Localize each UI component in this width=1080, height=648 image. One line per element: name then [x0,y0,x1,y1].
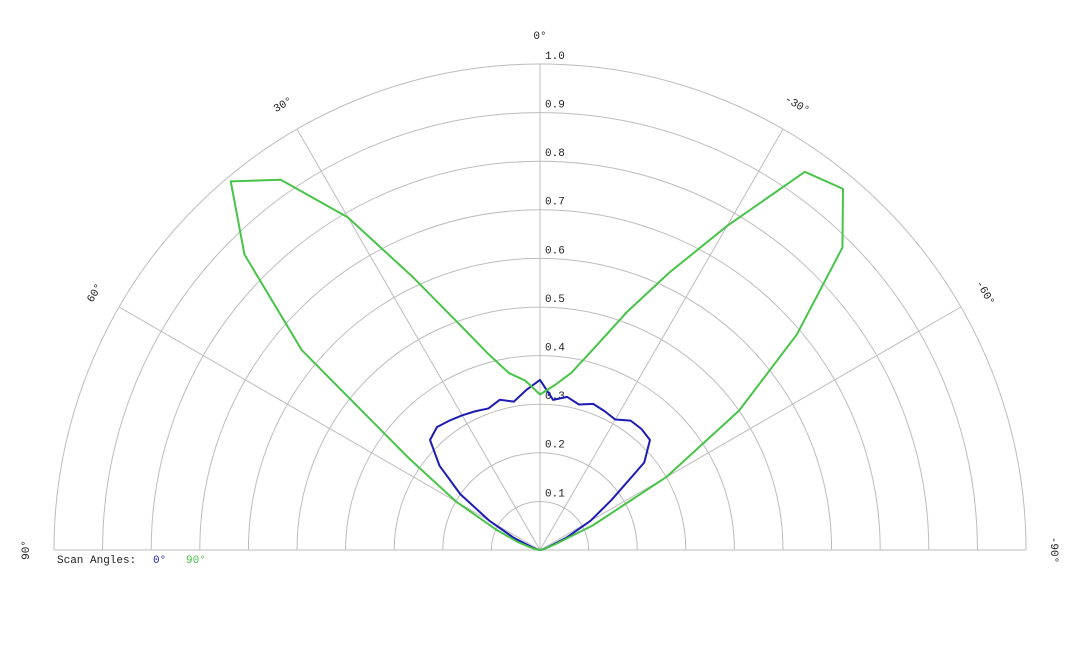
theta-tick-label: 90° [21,540,33,560]
r-tick-label: 0.5 [545,294,565,306]
grid-spoke [118,306,541,551]
r-tick-label: 0.2 [545,440,565,452]
grid-spoke [539,128,784,551]
theta-tick-label: -60° [973,279,997,308]
grid-spoke [296,128,541,551]
theta-tick-label: -30° [782,94,811,118]
theta-tick-label: -90° [1047,537,1059,563]
r-tick-label: 1.0 [545,51,565,63]
theta-tick-label: 30° [272,95,295,115]
legend-title: Scan Angles: [57,555,136,567]
theta-tick-label: 0° [533,31,546,43]
grid-spoke [539,306,962,551]
r-tick-label: 0.4 [545,343,565,355]
legend-entry: 0° [153,555,166,567]
legend-entry: 90° [186,555,206,567]
r-tick-label: 0.8 [545,148,565,160]
r-tick-label: 0.1 [545,488,565,500]
series-line [229,170,845,551]
r-tick-label: 0.7 [545,197,565,209]
series-line [429,378,651,551]
theta-tick-label: 60° [85,282,105,305]
r-tick-label: 0.6 [545,245,565,257]
r-tick-label: 0.9 [545,100,565,112]
